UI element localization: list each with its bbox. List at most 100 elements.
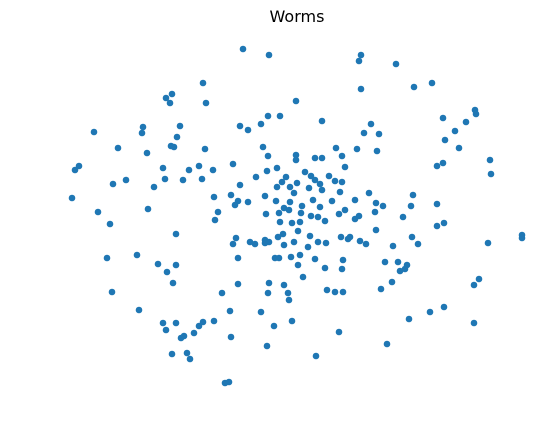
scatter-point bbox=[297, 252, 304, 259]
scatter-point bbox=[410, 192, 417, 199]
scatter-point bbox=[264, 343, 271, 350]
scatter-point bbox=[324, 287, 331, 294]
scatter-point bbox=[200, 80, 207, 87]
scatter-point bbox=[352, 197, 359, 204]
scatter-point bbox=[357, 238, 364, 245]
scatter-point bbox=[313, 353, 320, 360]
scatter-point bbox=[287, 184, 294, 191]
scatter-point bbox=[393, 61, 400, 68]
scatter-point bbox=[276, 255, 283, 262]
scatter-point bbox=[173, 262, 180, 269]
scatter-point bbox=[202, 146, 209, 153]
scatter-point bbox=[384, 341, 391, 348]
scatter-point bbox=[373, 200, 380, 207]
scatter-point bbox=[196, 163, 203, 170]
scatter-point bbox=[215, 209, 222, 216]
scatter-point bbox=[210, 167, 217, 174]
scatter-point bbox=[288, 254, 295, 261]
scatter-point bbox=[260, 144, 267, 151]
scatter-point bbox=[376, 131, 383, 138]
scatter-point bbox=[187, 356, 194, 363]
scatter-point bbox=[279, 179, 286, 186]
scatter-point bbox=[139, 130, 146, 137]
scatter-point bbox=[368, 121, 375, 128]
scatter-point bbox=[302, 169, 309, 176]
scatter-point bbox=[294, 180, 301, 187]
scatter-point bbox=[277, 113, 284, 120]
scatter-point bbox=[293, 98, 300, 105]
scatter-point bbox=[297, 219, 304, 226]
scatter-point bbox=[293, 157, 300, 164]
scatter-point bbox=[345, 236, 352, 243]
scatter-point bbox=[235, 281, 242, 288]
scatter-point bbox=[295, 228, 302, 235]
scatter-point bbox=[134, 252, 141, 259]
scatter-point bbox=[315, 239, 322, 246]
scatter-point bbox=[361, 130, 368, 137]
scatter-point bbox=[263, 211, 270, 218]
scatter-point bbox=[211, 318, 218, 325]
scatter-point bbox=[178, 335, 185, 342]
scatter-point bbox=[228, 334, 235, 341]
scatter-point bbox=[463, 119, 470, 126]
scatter-point bbox=[332, 178, 339, 185]
scatter-point bbox=[258, 309, 265, 316]
scatter-point bbox=[264, 168, 271, 175]
scatter-point bbox=[265, 290, 272, 297]
scatter-point bbox=[235, 255, 242, 262]
scatter-point bbox=[395, 259, 402, 266]
scatter-point bbox=[107, 221, 114, 228]
scatter-point bbox=[329, 198, 336, 205]
scatter-point bbox=[291, 190, 298, 197]
scatter-point bbox=[277, 219, 284, 226]
scatter-point bbox=[336, 329, 343, 336]
scatter-point bbox=[389, 279, 396, 286]
scatter-point bbox=[274, 165, 281, 172]
scatter-point bbox=[276, 210, 283, 217]
scatter-point bbox=[434, 201, 441, 208]
scatter-point bbox=[340, 257, 347, 264]
scatter-point bbox=[95, 209, 102, 216]
scatter-point bbox=[476, 276, 483, 283]
scatter-point bbox=[265, 113, 272, 120]
scatter-point bbox=[174, 134, 181, 141]
scatter-point bbox=[315, 214, 322, 221]
scatter-point bbox=[109, 289, 116, 296]
scatter-point bbox=[253, 174, 260, 181]
scatter-point bbox=[160, 320, 167, 327]
scatter-point bbox=[228, 192, 235, 199]
scatter-point bbox=[233, 235, 240, 242]
scatter-point bbox=[338, 234, 345, 241]
scatter-point bbox=[266, 239, 273, 246]
scatter-point bbox=[196, 323, 203, 330]
scatter-point bbox=[452, 128, 459, 135]
scatter-point bbox=[240, 46, 247, 53]
scatter-point bbox=[308, 213, 315, 220]
scatter-point bbox=[363, 241, 370, 248]
scatter-point bbox=[237, 123, 244, 130]
scatter-point bbox=[319, 155, 326, 162]
scatter-point bbox=[177, 123, 184, 130]
scatter-point bbox=[286, 207, 293, 214]
scatter-point bbox=[155, 261, 162, 268]
scatter-point bbox=[110, 181, 117, 188]
scatter-point bbox=[72, 167, 79, 174]
scatter-point bbox=[406, 316, 413, 323]
scatter-point bbox=[211, 194, 218, 201]
scatter-point bbox=[144, 150, 151, 157]
scatter-point bbox=[415, 241, 422, 248]
scatter-point bbox=[230, 161, 237, 168]
scatter-point bbox=[487, 157, 494, 164]
scatter-point bbox=[295, 262, 302, 269]
scatter-point bbox=[227, 308, 234, 315]
scatter-point bbox=[226, 379, 233, 386]
scatter-point bbox=[434, 163, 441, 170]
scatter-point bbox=[219, 290, 226, 297]
scatter-point bbox=[322, 265, 329, 272]
scatter-point bbox=[151, 184, 158, 191]
scatter-point bbox=[245, 127, 252, 134]
scatter-point bbox=[167, 100, 174, 107]
scatter-point bbox=[298, 210, 305, 217]
scatter-point bbox=[289, 318, 296, 325]
